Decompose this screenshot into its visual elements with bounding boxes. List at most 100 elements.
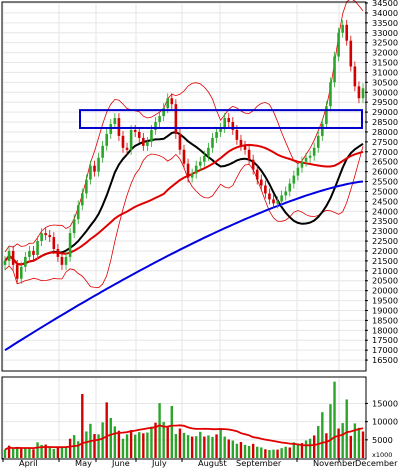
price-tick-label: 22500 — [372, 236, 398, 246]
candle-body — [154, 122, 157, 130]
volume-bar — [239, 442, 243, 458]
volume-bar — [85, 431, 88, 458]
candle-body — [300, 161, 304, 168]
candle-body — [162, 108, 165, 117]
month-label: August — [198, 458, 227, 468]
candle-body — [158, 116, 161, 123]
bollinger-upper-line — [4, 0, 364, 253]
candle-body — [203, 155, 206, 162]
volume-bar — [312, 435, 316, 458]
volume-bar — [357, 427, 361, 458]
month-label: December — [355, 458, 398, 468]
candle-body — [182, 149, 186, 164]
volume-bar — [174, 434, 178, 458]
candle-body — [211, 137, 214, 148]
volume-bar — [7, 445, 11, 458]
candle-body — [80, 193, 84, 206]
volume-bar — [199, 431, 202, 458]
candle-body — [321, 124, 324, 136]
candle-body — [341, 24, 344, 33]
candle-body — [223, 118, 226, 128]
candle-body — [89, 165, 92, 180]
volume-bar — [329, 404, 332, 458]
candle-body — [72, 219, 76, 234]
volume-bar — [272, 449, 275, 458]
volume-bar — [349, 435, 352, 458]
price-tick-label: 29000 — [372, 107, 398, 117]
volume-moving-average-line — [4, 424, 364, 451]
volume-bar — [243, 444, 247, 458]
candle-body — [349, 40, 353, 67]
price-tick-label: 24500 — [372, 196, 398, 206]
candle-body — [215, 131, 218, 138]
candle-body — [11, 250, 15, 265]
price-tick-label: 25000 — [372, 186, 398, 196]
volume-bar — [276, 449, 279, 458]
candle-body — [198, 161, 202, 166]
price-tick-label: 22000 — [372, 246, 398, 256]
volume-bar — [292, 442, 296, 458]
volume-bar — [203, 436, 206, 458]
volume-bar — [223, 436, 226, 458]
volume-bar — [16, 447, 19, 458]
candle-body — [97, 157, 100, 172]
volume-bar — [138, 432, 141, 458]
candle-body — [243, 145, 247, 150]
price-tick-label: 23000 — [372, 226, 398, 236]
price-tick-label: 19000 — [372, 305, 398, 315]
price-tick-label: 18000 — [372, 325, 398, 335]
volume-bar — [142, 433, 145, 458]
candle-body — [105, 133, 109, 146]
price-tick-label: 31500 — [372, 58, 398, 68]
volume-bar — [304, 440, 308, 458]
price-tick-label: 27000 — [372, 147, 398, 157]
candle-body — [48, 235, 52, 238]
volume-bar — [81, 394, 84, 458]
volume-tick-label: 5000 — [372, 435, 393, 445]
candle-body — [15, 264, 19, 279]
candle-body — [93, 165, 96, 172]
price-tick-label: 34000 — [372, 8, 398, 18]
price-tick-label: 25500 — [372, 177, 398, 187]
candle-body — [32, 250, 35, 255]
candle-body — [68, 233, 72, 257]
volume-bar — [113, 426, 117, 458]
candle-body — [194, 165, 198, 174]
candle-body — [337, 32, 340, 57]
volume-bar — [170, 406, 173, 458]
volume-bar — [280, 448, 283, 458]
price-tick-label: 17500 — [372, 335, 398, 345]
volume-bar — [345, 399, 348, 458]
volume-bar — [11, 448, 15, 458]
candle-body — [325, 106, 328, 125]
volume-bar — [56, 447, 60, 458]
volume-bar — [20, 448, 23, 458]
volume-bar — [133, 434, 137, 458]
price-panel-frame — [1, 1, 367, 372]
candle-body — [101, 145, 104, 158]
candle-body — [227, 118, 231, 123]
candle-body — [56, 248, 60, 257]
month-label: May — [75, 458, 92, 468]
month-label: April — [19, 458, 38, 468]
candle-body — [219, 127, 222, 132]
volume-bar — [341, 423, 344, 458]
candle-body — [231, 122, 235, 130]
candle-body — [3, 260, 7, 265]
volume-unit-label: x1000 — [372, 451, 392, 459]
candle-body — [137, 131, 141, 138]
price-tick-label: 32500 — [372, 38, 398, 48]
candle-body — [52, 237, 56, 249]
volume-bar — [154, 422, 157, 458]
resistance-zone-box — [79, 109, 363, 129]
price-tick-label: 30500 — [372, 77, 398, 87]
candle-body — [276, 201, 279, 204]
candle-body — [304, 157, 308, 162]
volume-bar — [32, 449, 35, 458]
volume-bar — [109, 418, 112, 458]
volume-bar — [296, 444, 300, 458]
volume-bar — [117, 430, 121, 458]
candle-body — [174, 104, 178, 134]
